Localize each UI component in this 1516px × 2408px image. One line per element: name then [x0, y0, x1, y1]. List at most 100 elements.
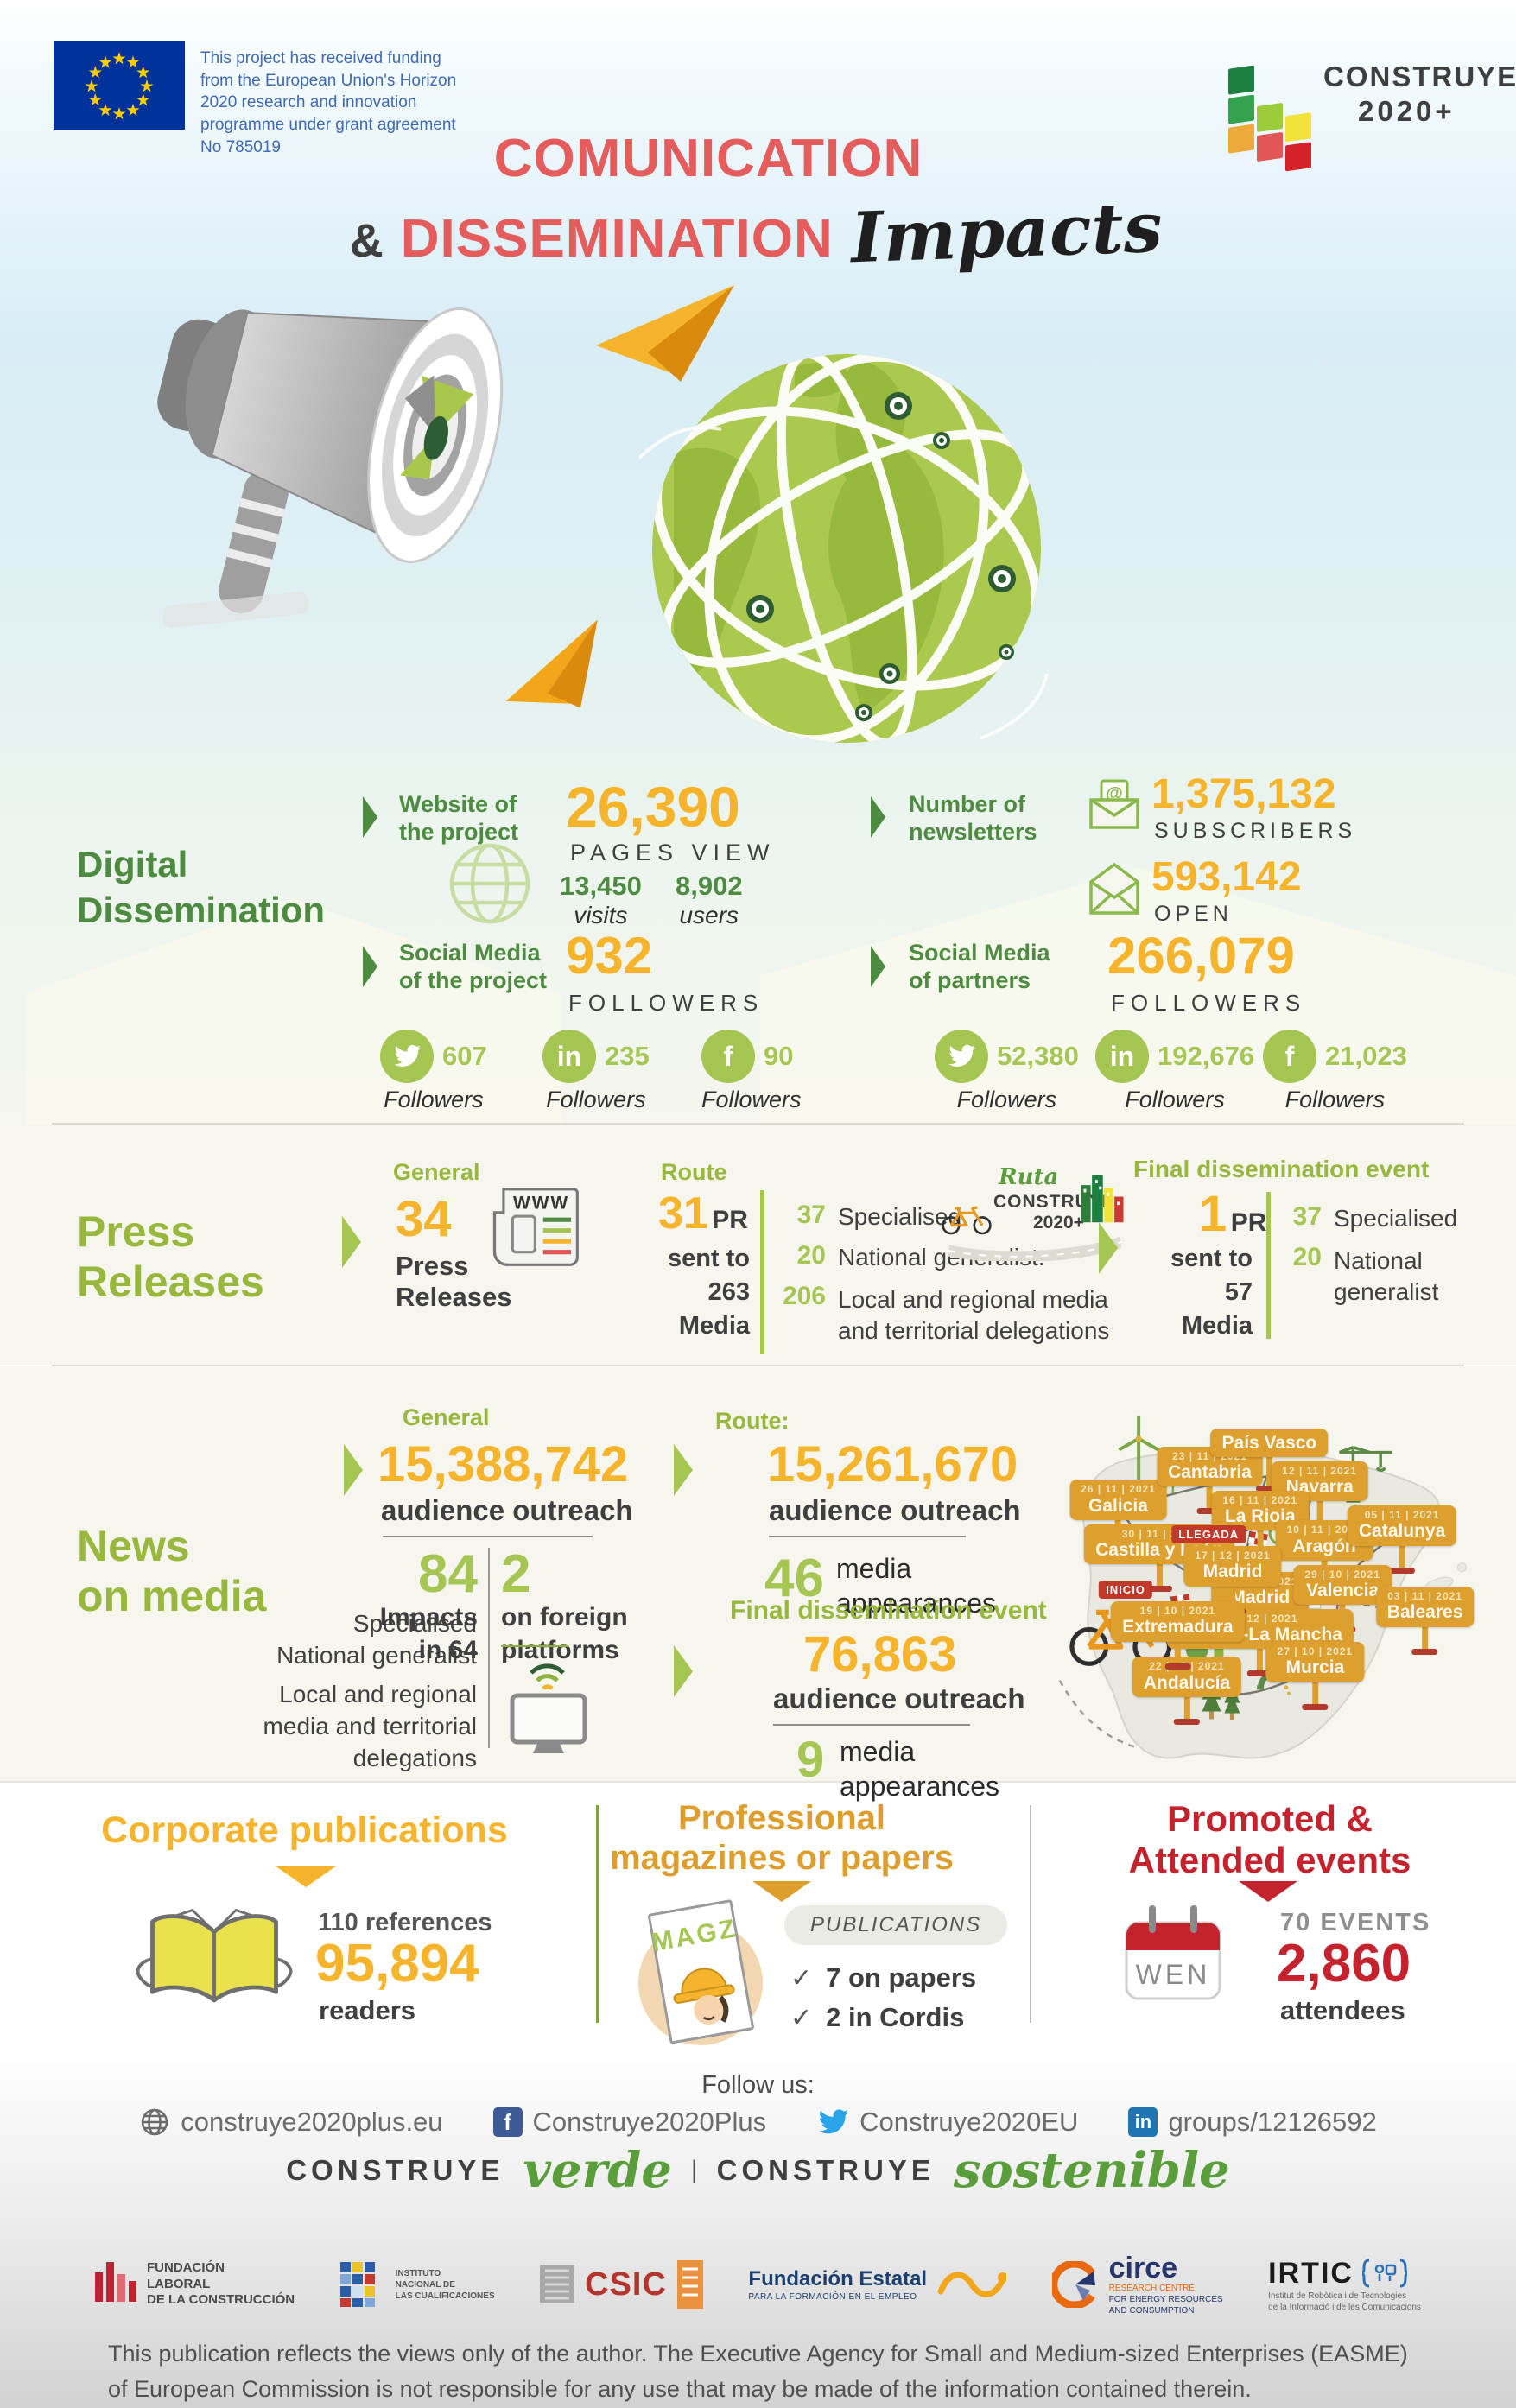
- twitter-link[interactable]: Construye2020EU: [816, 2106, 1078, 2139]
- section-divider: [52, 1365, 1464, 1366]
- triangle-pointer: [752, 1881, 811, 1902]
- users-stat: 8,902 users: [676, 871, 743, 928]
- visits-stat: 13,450 visits: [560, 871, 642, 928]
- underline: [769, 1536, 966, 1537]
- csic-emblem-icon: [540, 2265, 575, 2303]
- corporate-title: Corporate publications: [101, 1809, 508, 1851]
- divider-bar: [488, 1548, 490, 1748]
- events-title: Promoted & Attended events: [1128, 1798, 1411, 1881]
- arrow-icon: [674, 1645, 693, 1697]
- news-general-audience-label: audience outreach: [381, 1494, 633, 1526]
- events-count: 70 EVENTS: [1280, 1909, 1431, 1936]
- facebook-icon: f: [701, 1030, 755, 1083]
- press-route-heading: Route: [661, 1159, 727, 1185]
- megaphone-illustration: [157, 307, 504, 628]
- page-title-line2: & DISSEMINATION Impacts: [259, 187, 1253, 279]
- social-links-row: construye2020plus.eu f Construye2020Plus…: [0, 2106, 1516, 2139]
- newsletters-label: Number of newsletters: [909, 791, 1037, 845]
- arrow-icon: [674, 1444, 693, 1496]
- map-stop-madrid-llegada: LLEGADA 17 | 12 | 2021 Madrid: [1171, 1525, 1282, 1614]
- linkedin-icon: in: [1128, 2107, 1158, 2137]
- linkedin-link[interactable]: in groups/12126592: [1128, 2107, 1377, 2138]
- twitter-icon: [380, 1030, 434, 1083]
- circe-swirl-icon: [1051, 2261, 1095, 2308]
- news-impacts: 84 Impacts in 64: [379, 1544, 478, 1664]
- ruta-construye-logo: Ruta CONSTRUYE 2020+: [940, 1164, 1124, 1261]
- corporate-references: 110 references: [318, 1909, 492, 1936]
- attendees-value: 2,860: [1277, 1934, 1411, 1993]
- news-route-appearances-label: media appearances: [836, 1553, 997, 1619]
- svg-text:WEN: WEN: [1136, 1959, 1211, 1990]
- logo-fundacion-laboral: FUNDACIÓN LABORAL DE LA CONSTRUCCIÓN: [95, 2260, 295, 2309]
- flc-bars-icon: [95, 2262, 136, 2302]
- publications-badge: PUBLICATIONS: [784, 1905, 1008, 1945]
- logo-text-line2: 2020+: [1358, 95, 1456, 127]
- section-title-digital-line2: Dissemination: [77, 889, 326, 930]
- news-route-appearances: 46: [764, 1549, 824, 1608]
- linkedin-icon: in: [1095, 1030, 1149, 1083]
- press-final-breakdown: 37 Specialised 20 National generalist: [1284, 1202, 1491, 1309]
- social-project-total: 932: [566, 927, 653, 985]
- title-dissemination: DISSEMINATION: [400, 209, 834, 269]
- twitter-project-stat: 607 Followers: [380, 1030, 487, 1113]
- paper-plane-icon: [596, 285, 734, 382]
- column-divider: [1030, 1805, 1031, 2023]
- social-project-label: Social Media of the project: [399, 940, 548, 993]
- news-media-types: Specialised National generalist Local an…: [263, 1610, 477, 1771]
- news-route-audience: 15,261,670: [767, 1436, 1018, 1492]
- facebook-link[interactable]: f Construye2020Plus: [492, 2107, 766, 2138]
- facebook-icon: f: [492, 2107, 523, 2137]
- eu-flag: [54, 41, 185, 130]
- news-final-heading: Final dissemination event: [730, 1596, 1047, 1625]
- section-title-digital-line1: Digital: [77, 844, 188, 884]
- underline: [773, 1724, 970, 1726]
- logo-text-line1: CONSTRUYE: [1323, 60, 1516, 92]
- linkedin-icon: in: [542, 1030, 596, 1083]
- map-stop-pais-vasco: País Vasco: [1210, 1428, 1329, 1492]
- road-icon: [948, 1236, 1121, 1261]
- website-link[interactable]: construye2020plus.eu: [139, 2107, 443, 2138]
- tagline: CONSTRUYE verde | CONSTRUYE sostenible: [286, 2142, 1230, 2199]
- arrow-icon: [363, 946, 377, 987]
- news-route-audience-label: audience outreach: [769, 1494, 1021, 1526]
- open-value: 593,142: [1151, 854, 1302, 900]
- paper-plane-icon: [505, 619, 598, 708]
- linkedin-project-stat: in 235 Followers: [542, 1030, 650, 1113]
- wind-turbine-icon: [1118, 1416, 1159, 1482]
- attendees-label: attendees: [1280, 1995, 1405, 2025]
- news-final-audience-label: audience outreach: [773, 1682, 1025, 1714]
- news-final-appearances-label: media appearances: [840, 1736, 1000, 1802]
- subscribers-value: 1,375,132: [1151, 771, 1336, 817]
- title-ampersand: &: [349, 215, 384, 267]
- map-stop-catalunya: 05 | 11 | 2021 Catalunya: [1347, 1505, 1457, 1574]
- globe-network-nodes: [746, 392, 1016, 721]
- section-title-news: News on media: [77, 1522, 267, 1620]
- publication-item: ✓ 2 in Cordis: [790, 2002, 965, 2032]
- arrow-icon: [871, 946, 885, 987]
- facebook-partners-stat: f 21,023 Followers: [1263, 1030, 1407, 1113]
- social-partners-total: 266,079: [1107, 927, 1295, 985]
- divider-bar: [1266, 1192, 1271, 1339]
- newspaper-icon: WWW: [492, 1188, 579, 1266]
- triangle-pointer: [1239, 1881, 1297, 1902]
- map-stop-extremadura-inicio: INICIO 19 | 10 | 2021 Extremadura: [1099, 1581, 1245, 1670]
- map-stop-murcia: 27 | 10 | 2021 Murcia: [1265, 1642, 1365, 1710]
- eu-funding-text: This project has received funding from t…: [200, 49, 457, 156]
- triangle-pointer: [275, 1866, 337, 1887]
- logo-csic: CSIC: [540, 2260, 703, 2309]
- follow-us-label: Follow us:: [701, 2071, 815, 2099]
- arrow-icon: [871, 796, 885, 838]
- arrow-icon: [344, 1444, 363, 1496]
- section-divider: [0, 1781, 1516, 1783]
- inicio-badge: INICIO: [1099, 1581, 1152, 1600]
- arrow-icon: [363, 796, 377, 838]
- press-general-heading: General: [393, 1159, 480, 1185]
- magazines-title: Professional magazines or papers: [610, 1799, 954, 1877]
- globe-illustration: [639, 354, 1049, 743]
- envelope-subscribers-icon: @: [1089, 779, 1139, 829]
- underline: [383, 1536, 593, 1537]
- map-stop-valencia: 29 | 10 | 2021 Valencia: [1293, 1564, 1392, 1632]
- website-label: Website of the project: [399, 791, 519, 845]
- facebook-project-stat: f 90 Followers: [701, 1030, 802, 1113]
- buildings-icon: [1081, 1175, 1124, 1223]
